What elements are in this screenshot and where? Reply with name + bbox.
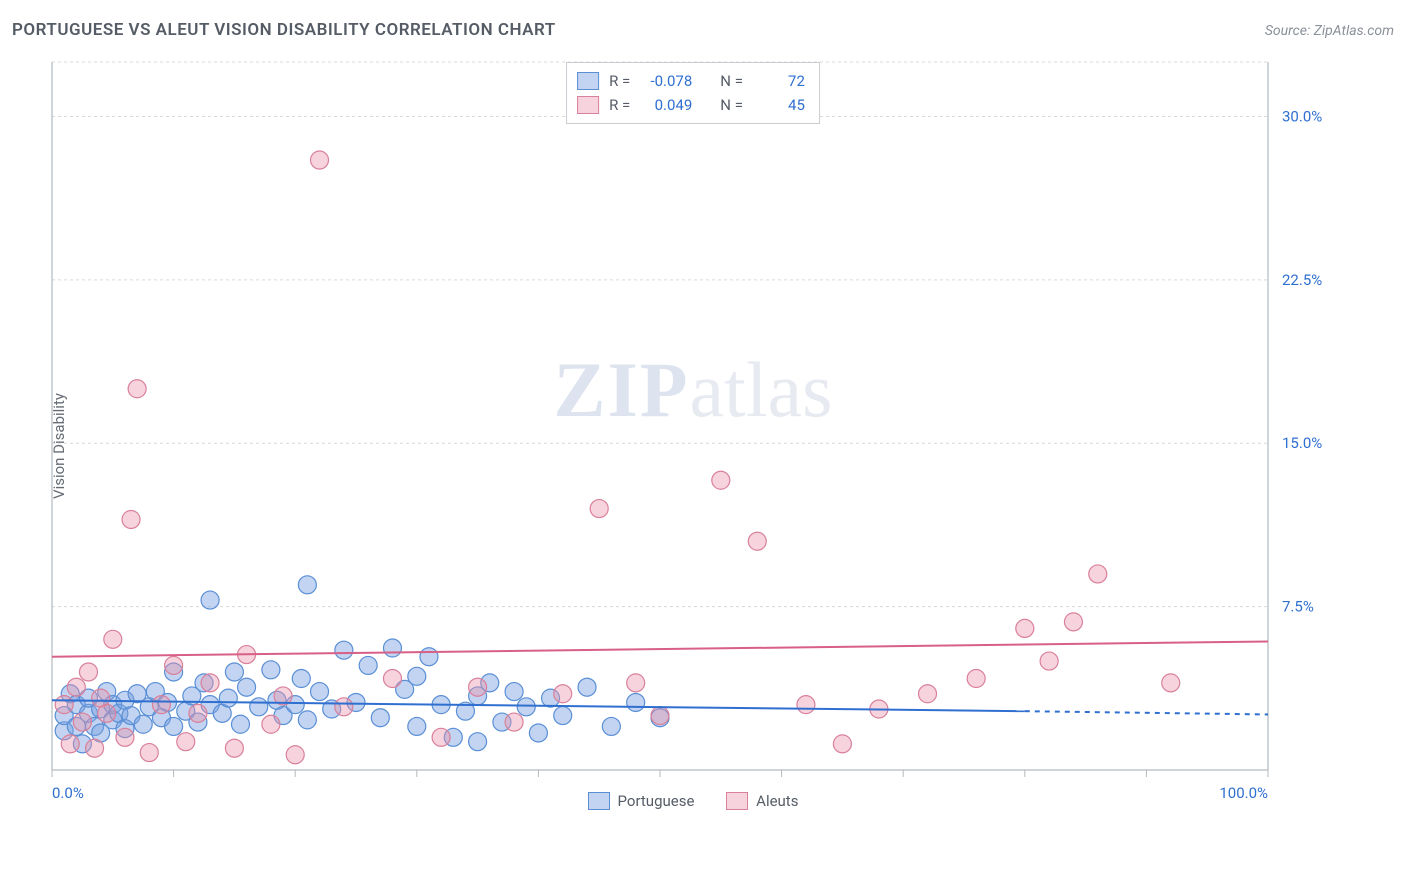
stats-legend: R = -0.078 N = 72 R = 0.049 N = 45 [566, 62, 820, 124]
stats-legend-row-aleuts: R = 0.049 N = 45 [577, 93, 805, 117]
n-value-aleuts: 45 [753, 93, 805, 117]
svg-text:15.0%: 15.0% [1282, 434, 1322, 452]
swatch-aleuts [726, 792, 748, 810]
swatch-aleuts [577, 96, 599, 114]
legend-item-portuguese: Portuguese [588, 792, 695, 810]
stats-legend-row-portuguese: R = -0.078 N = 72 [577, 69, 805, 93]
r-label: R = [609, 69, 630, 93]
n-label: N = [720, 93, 743, 117]
legend-item-aleuts: Aleuts [726, 792, 798, 810]
swatch-portuguese [588, 792, 610, 810]
chart-header: PORTUGUESE VS ALEUT VISION DISABILITY CO… [12, 20, 1394, 40]
chart-title: PORTUGUESE VS ALEUT VISION DISABILITY CO… [12, 20, 556, 40]
plot-area: ZIPatlas 0.0%100.0% 7.5%15.0%22.5%30.0% … [48, 56, 1338, 816]
r-label: R = [609, 93, 630, 117]
r-value-aleuts: 0.049 [640, 93, 692, 117]
legend-label-aleuts: Aleuts [756, 792, 798, 810]
svg-text:22.5%: 22.5% [1282, 271, 1322, 289]
chart-source: Source: ZipAtlas.com [1265, 23, 1394, 39]
svg-text:7.5%: 7.5% [1282, 598, 1314, 616]
swatch-portuguese [577, 72, 599, 90]
r-value-portuguese: -0.078 [640, 69, 692, 93]
n-value-portuguese: 72 [753, 69, 805, 93]
scatter-plot-svg: 0.0%100.0% 7.5%15.0%22.5%30.0% [48, 56, 1338, 816]
legend-label-portuguese: Portuguese [618, 792, 695, 810]
series-legend: Portuguese Aleuts [48, 792, 1338, 814]
svg-text:30.0%: 30.0% [1282, 107, 1322, 125]
n-label: N = [720, 69, 743, 93]
